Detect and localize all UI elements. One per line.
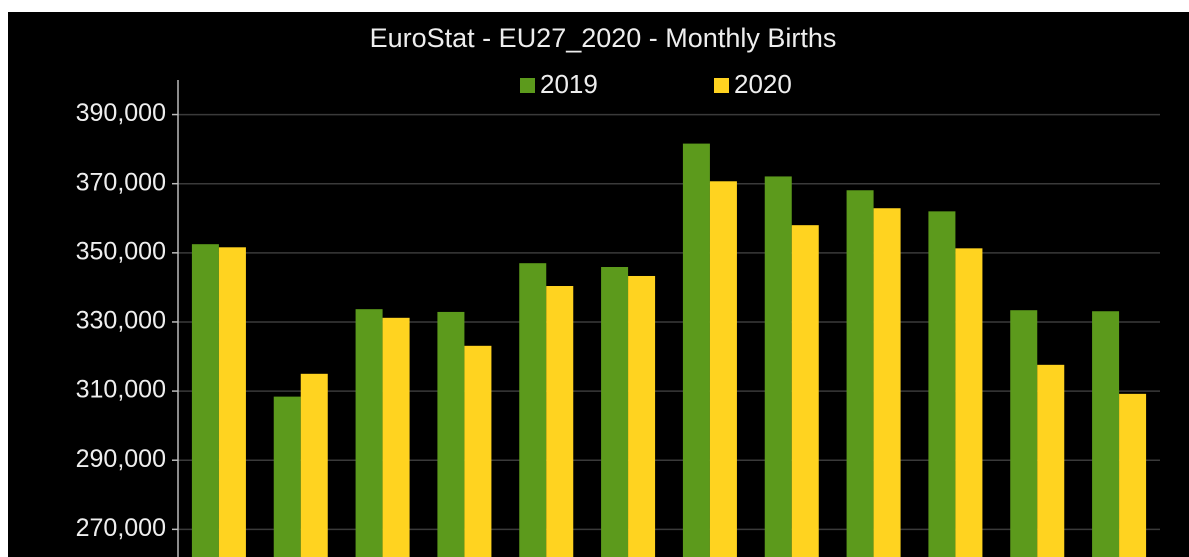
bar bbox=[1010, 310, 1038, 557]
bar bbox=[218, 247, 246, 557]
y-tick-label: 390,000 bbox=[76, 99, 166, 127]
bar bbox=[382, 317, 410, 557]
chart-title: EuroStat - EU27_2020 - Monthly Births bbox=[370, 23, 837, 53]
y-tick-label: 370,000 bbox=[76, 168, 166, 196]
bar bbox=[601, 266, 629, 557]
bar bbox=[1092, 311, 1120, 557]
bar bbox=[1119, 393, 1147, 557]
bar bbox=[1037, 364, 1065, 557]
bar bbox=[682, 143, 710, 557]
legend-swatch bbox=[714, 78, 729, 93]
y-tick-label: 290,000 bbox=[76, 445, 166, 473]
bar bbox=[628, 275, 656, 557]
bar bbox=[928, 211, 956, 557]
bar bbox=[791, 225, 819, 557]
bar bbox=[709, 181, 737, 557]
bar bbox=[955, 248, 983, 557]
bar bbox=[846, 190, 874, 557]
bar bbox=[464, 345, 492, 557]
legend-label: 2020 bbox=[734, 69, 792, 99]
bar bbox=[300, 373, 328, 557]
y-tick-label: 310,000 bbox=[76, 376, 166, 404]
legend-label: 2019 bbox=[540, 69, 598, 99]
bar bbox=[273, 396, 301, 557]
y-tick-label: 350,000 bbox=[76, 237, 166, 265]
bar bbox=[873, 208, 901, 557]
bar bbox=[191, 244, 219, 557]
bar bbox=[437, 311, 465, 557]
y-tick-label: 330,000 bbox=[76, 307, 166, 335]
bar bbox=[519, 263, 547, 557]
y-tick-label: 270,000 bbox=[76, 514, 166, 542]
legend-swatch bbox=[520, 78, 535, 93]
bar bbox=[355, 309, 383, 557]
bar bbox=[546, 286, 574, 557]
bar bbox=[764, 176, 792, 557]
